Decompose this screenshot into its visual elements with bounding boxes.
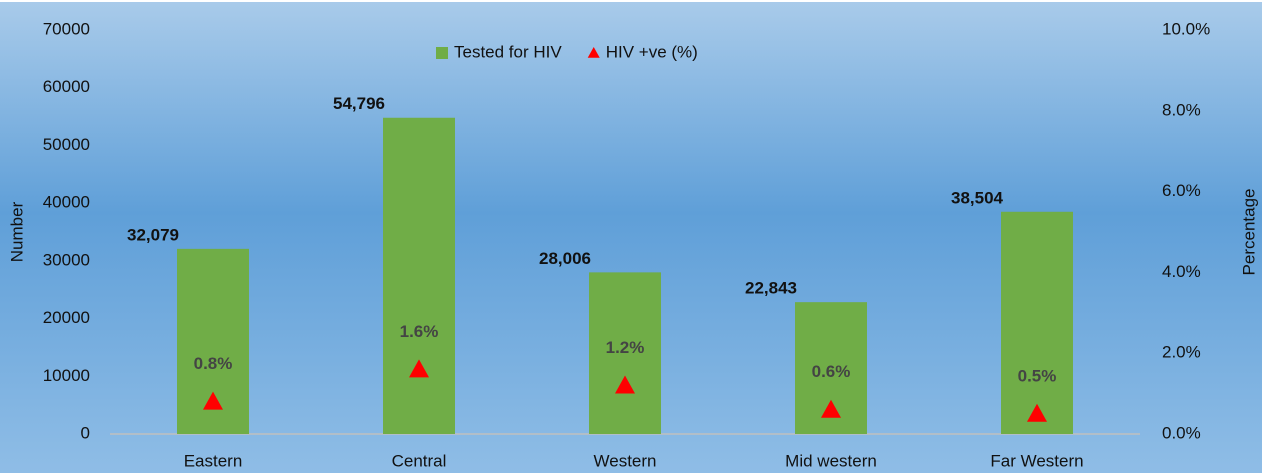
data-label: 1.6% [400,322,439,341]
y-tick-label: 20000 [43,308,90,327]
legend-swatch [587,47,600,58]
data-label: 0.8% [194,354,233,373]
y-tick-label: 30000 [43,250,90,269]
y2-tick-label: 6.0% [1162,181,1201,200]
y2-tick-label: 8.0% [1162,100,1201,119]
bar [383,117,455,434]
x-tick-label: Mid western [785,451,877,470]
marker [1027,403,1047,422]
data-label: 28,006 [539,249,591,268]
y-tick-label: 0 [81,423,90,442]
y-tick-label: 60000 [43,77,90,96]
marker [203,391,223,410]
bar [1001,211,1073,434]
legend-label: Tested for HIV [454,42,562,61]
data-label: 0.6% [812,362,851,381]
data-label: 1.2% [606,338,645,357]
marker [615,375,635,394]
y2-tick-label: 10.0% [1162,19,1210,38]
bar [589,272,661,434]
marker [821,399,841,418]
x-tick-label: Central [392,451,447,470]
y2-axis-label: Percentage [1239,189,1258,276]
y-tick-label: 40000 [43,193,90,212]
y-tick-label: 10000 [43,366,90,385]
marker [409,359,429,378]
legend-swatch [436,47,448,59]
y2-tick-label: 0.0% [1162,423,1201,442]
y-tick-label: 50000 [43,135,90,154]
y-tick-label: 70000 [43,19,90,38]
y2-tick-label: 4.0% [1162,262,1201,281]
y-axis-label: Number [7,201,26,262]
data-label: 22,843 [745,279,797,298]
data-label: 38,504 [951,188,1004,207]
data-label: 54,796 [333,94,385,113]
x-tick-label: Far Western [990,451,1083,470]
legend-label: HIV +ve (%) [606,42,698,61]
x-tick-label: Western [594,451,657,470]
data-label: 0.5% [1018,366,1057,385]
y2-tick-label: 2.0% [1162,343,1201,362]
data-label: 32,079 [127,225,179,244]
x-tick-label: Eastern [184,451,243,470]
